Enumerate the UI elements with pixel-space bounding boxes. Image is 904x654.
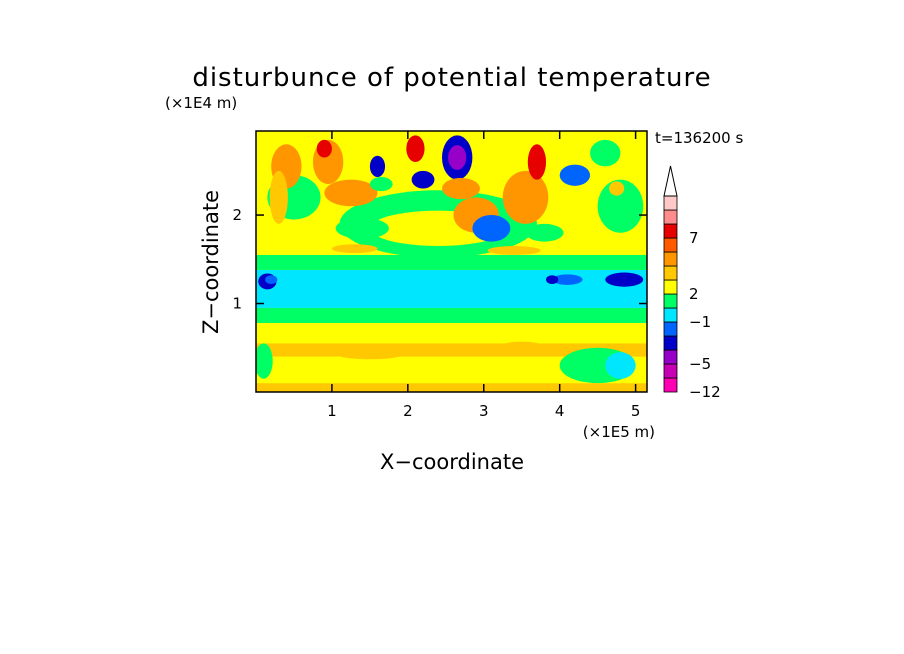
y-unit-label: (×1E4 m) xyxy=(165,94,237,112)
colorbar-swatch-13 xyxy=(663,195,678,211)
y-tick-label-1: 1 xyxy=(232,295,242,313)
colorbar-label-4: 7 xyxy=(689,229,699,247)
colorbar-swatch-8 xyxy=(663,265,678,281)
colorbar-swatch-5 xyxy=(663,307,678,323)
field-blob-9 xyxy=(487,246,541,255)
field-blob-27 xyxy=(559,164,591,186)
x-tick-label-1: 1 xyxy=(327,402,337,420)
x-axis: 1 2 3 4 5 xyxy=(327,131,640,420)
field-blob-34 xyxy=(498,341,545,354)
colorbar-label-1: −5 xyxy=(689,355,711,373)
colorbar-swatch-10 xyxy=(663,237,678,253)
x-tick-label-3: 3 xyxy=(479,402,489,420)
field-blob-18 xyxy=(406,135,425,162)
field-blob-25 xyxy=(502,170,549,224)
field-blob-24 xyxy=(472,215,511,242)
field-blob-14 xyxy=(316,139,332,158)
colorbar: −12−5−127 xyxy=(663,165,721,401)
colorbar-swatch-11 xyxy=(663,223,678,239)
field-blob-8 xyxy=(331,244,378,254)
colorbar-swatch-1 xyxy=(663,363,678,379)
field-blob-4 xyxy=(546,275,559,285)
x-unit-label: (×1E5 m) xyxy=(583,423,655,441)
colorbar-label-2: −1 xyxy=(689,313,711,331)
colorbar-swatch-0 xyxy=(663,377,678,393)
colorbar-swatch-6 xyxy=(663,293,678,309)
colorbar-swatch-4 xyxy=(663,321,678,337)
field-blob-16 xyxy=(369,155,386,178)
field-blob-33 xyxy=(331,345,408,360)
field-blob-22 xyxy=(442,177,480,200)
field-band-3 xyxy=(256,322,647,344)
field-blob-31 xyxy=(335,217,389,239)
field-band-0 xyxy=(256,383,647,392)
plot-frame xyxy=(255,130,648,393)
contour-field xyxy=(256,131,647,392)
field-blob-32 xyxy=(525,223,564,242)
y-axis-label: Z−coordinate xyxy=(199,190,223,334)
field-blob-36 xyxy=(605,352,636,379)
x-tick-label-5: 5 xyxy=(631,402,641,420)
colorbar-top-arrow xyxy=(663,165,678,197)
colorbar-swatch-7 xyxy=(663,279,678,295)
field-blob-37 xyxy=(256,343,273,379)
colorbar-swatch-9 xyxy=(663,251,678,267)
field-band-6 xyxy=(256,254,647,270)
y-tick-label-2: 2 xyxy=(232,206,242,224)
field-blob-2 xyxy=(605,272,644,287)
field-blob-5 xyxy=(286,293,530,305)
colorbar-swatch-12 xyxy=(663,209,678,225)
field-blob-28 xyxy=(590,139,621,167)
field-blob-29 xyxy=(597,179,644,233)
field-band-4 xyxy=(256,307,647,323)
colorbar-swatch-2 xyxy=(663,349,678,365)
field-blob-19 xyxy=(411,170,435,189)
colorbar-label-3: 2 xyxy=(689,285,699,303)
field-blob-17 xyxy=(369,177,393,192)
field-blob-30 xyxy=(609,181,625,196)
field-blob-26 xyxy=(527,144,547,180)
field-blob-21 xyxy=(448,145,467,170)
colorbar-swatch-3 xyxy=(663,335,678,351)
chart-title: disturbunce of potential temperature xyxy=(192,63,711,93)
field-blob-15 xyxy=(324,179,378,207)
time-label: t=136200 s xyxy=(655,129,743,147)
x-axis-label: X−coordinate xyxy=(380,450,524,474)
x-tick-label-2: 2 xyxy=(403,402,413,420)
colorbar-label-0: −12 xyxy=(689,383,721,401)
field-blob-12 xyxy=(269,170,288,224)
x-tick-label-4: 4 xyxy=(555,402,565,420)
field-blob-3 xyxy=(552,274,583,285)
field-blob-1 xyxy=(265,275,278,285)
y-axis: 12 xyxy=(232,206,647,313)
